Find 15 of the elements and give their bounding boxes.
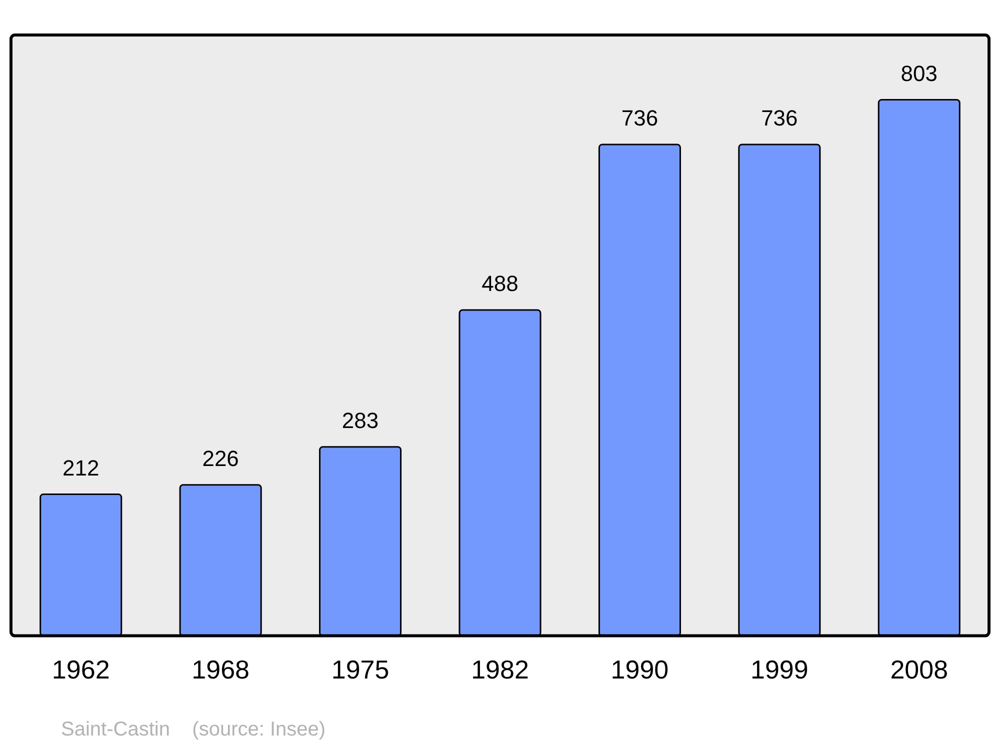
data-label: 736 (761, 106, 798, 131)
data-label: 212 (62, 455, 100, 480)
x-tick-label: 1982 (471, 654, 529, 685)
text: Saint-Castin (source: Insee) (61, 718, 326, 741)
x-tick-label: 1962 (52, 654, 110, 685)
x-tick-label: 1968 (192, 654, 250, 685)
x-tick-label: 1975 (331, 654, 390, 685)
data-label: 803 (900, 60, 938, 86)
x-tick-label: 2008 (890, 654, 948, 685)
x-tick-label: 1999 (750, 654, 808, 685)
data-label: 736 (621, 106, 658, 131)
data-label: 283 (342, 408, 379, 433)
data-label: 226 (202, 446, 239, 471)
x-tick-label: 1990 (610, 654, 669, 685)
data-label: 488 (482, 271, 518, 296)
